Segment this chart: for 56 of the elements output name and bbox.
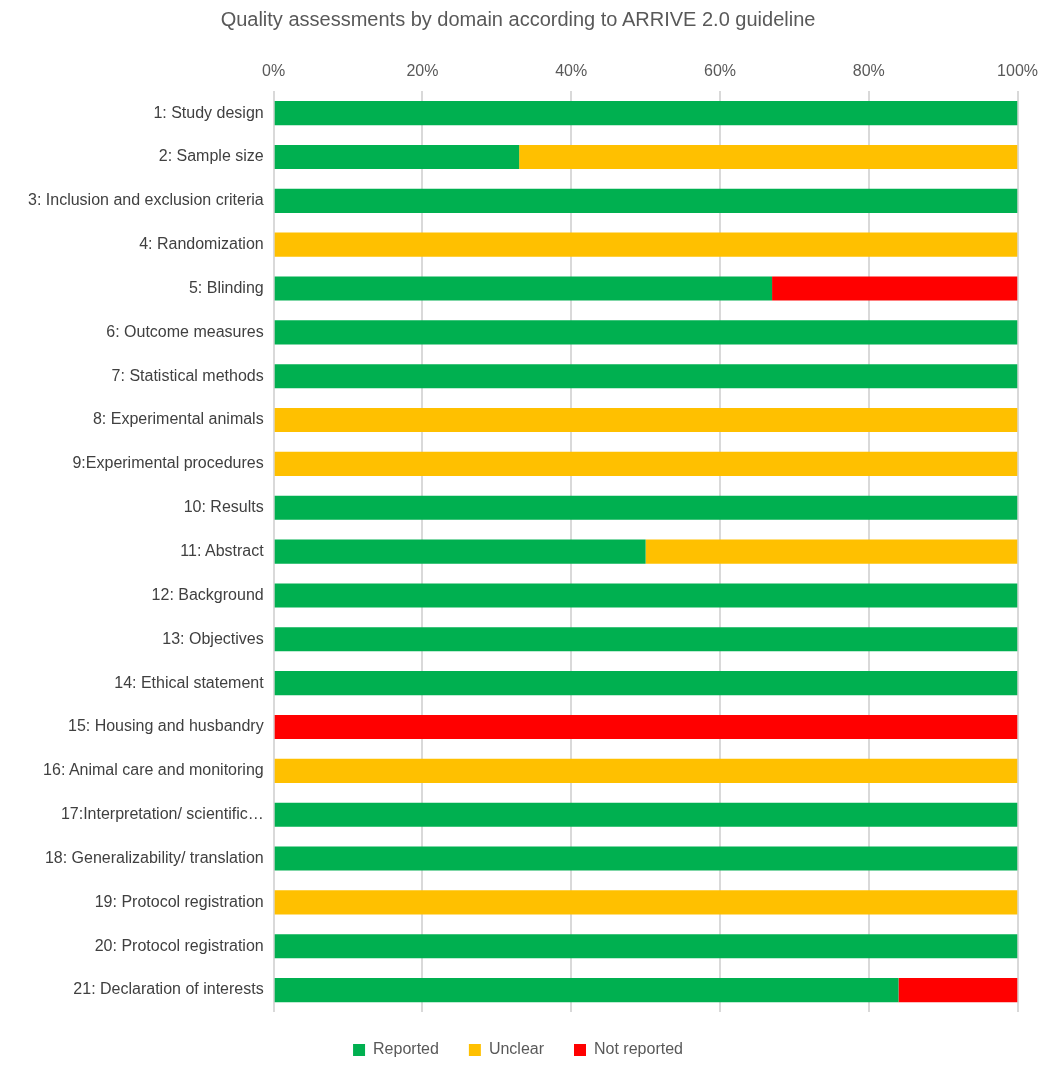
bar	[274, 758, 1018, 783]
bar	[274, 232, 1018, 257]
y-tick-label: 4: Randomization	[139, 235, 264, 253]
y-tick-label: 3: Inclusion and exclusion criteria	[27, 191, 264, 209]
y-tick-label: 13: Objectives	[162, 629, 264, 647]
y-tick-label: 17:Interpretation/ scientific…	[60, 805, 264, 823]
y-tick-label: 8: Experimental animals	[92, 410, 264, 428]
legend-label: Not reported	[594, 1040, 683, 1058]
y-tick-label: 20: Protocol registration	[94, 936, 264, 954]
y-tick-label: 18: Generalizability/ translation	[44, 848, 264, 866]
y-tick-label: 12: Background	[151, 585, 264, 603]
x-tick-label: 40%	[555, 62, 588, 80]
bar	[898, 978, 1018, 1003]
bar	[274, 320, 1018, 345]
x-tick-label: 0%	[262, 62, 286, 80]
bar	[274, 101, 1018, 126]
bar	[274, 144, 520, 170]
y-tick-label: 16: Animal care and monitoring	[43, 761, 264, 779]
bar	[274, 495, 1018, 520]
y-tick-label: 7: Statistical methods	[111, 366, 264, 384]
bar	[274, 276, 773, 301]
y-tick-label: 21: Declaration of interests	[73, 980, 264, 998]
chart-title: Quality assessments by domain according to ARRIVE 2.0 guideline	[220, 7, 816, 30]
bar	[274, 934, 1018, 959]
bar	[274, 364, 1018, 389]
y-tick-label: 9:Experimental procedures	[72, 454, 264, 472]
bar	[274, 671, 1018, 696]
bar	[274, 539, 646, 564]
legend-label: Unclear	[488, 1040, 545, 1058]
bar	[772, 276, 1018, 301]
bar	[274, 802, 1018, 827]
bar	[274, 583, 1018, 608]
y-tick-label: 5: Blinding	[188, 278, 264, 296]
legend-label: Reported	[373, 1040, 439, 1058]
bar	[519, 144, 1018, 170]
y-tick-label: 2: Sample size	[158, 147, 264, 165]
bar	[274, 978, 899, 1003]
bar	[645, 539, 1018, 564]
bar	[274, 890, 1018, 915]
bar	[274, 627, 1018, 652]
x-tick-label: 60%	[703, 62, 737, 80]
bar	[274, 408, 1018, 433]
y-tick-label: 19: Protocol registration	[94, 892, 264, 910]
y-tick-label: 15: Housing and husbandry	[67, 717, 264, 735]
x-tick-label: 20%	[406, 62, 439, 80]
bar	[274, 451, 1018, 476]
bar	[274, 846, 1018, 871]
bar	[274, 188, 1018, 213]
y-tick-label: 6: Outcome measures	[106, 322, 264, 340]
y-tick-label: 10: Results	[183, 498, 264, 516]
y-tick-label: 11: Abstract	[180, 542, 265, 560]
y-tick-label: 14: Ethical statement	[114, 673, 265, 691]
y-tick-label: 1: Study design	[153, 103, 264, 121]
bar	[274, 714, 1018, 740]
x-tick-label: 80%	[852, 62, 885, 80]
x-tick-label: 100%	[997, 62, 1038, 80]
